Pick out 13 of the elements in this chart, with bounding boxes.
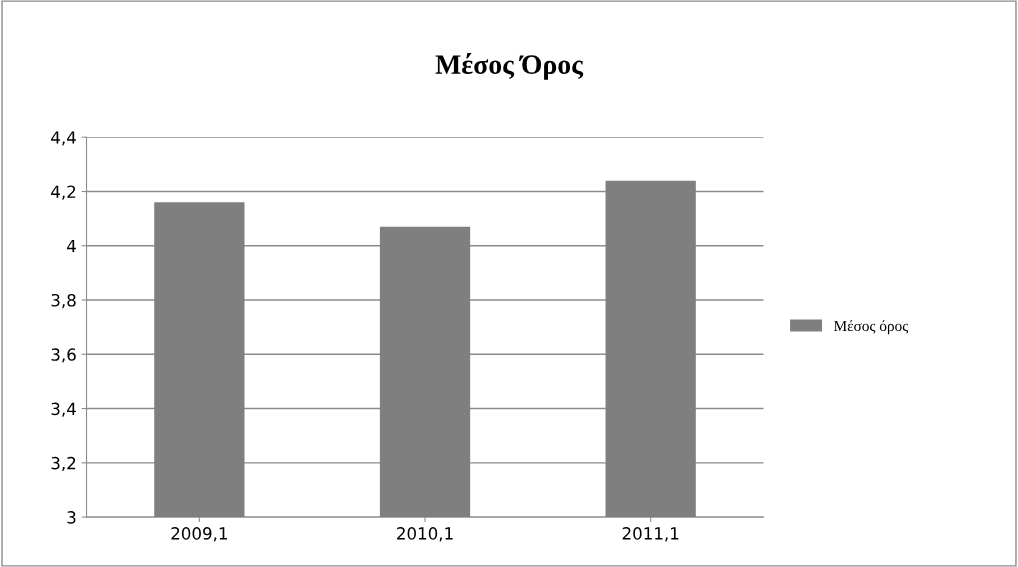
chart-title: Μέσος Όρος xyxy=(435,53,584,80)
y-tick-label: 4,2 xyxy=(51,185,76,200)
y-tick-label: 3,6 xyxy=(51,348,76,363)
legend-label: Μέσος όρος xyxy=(834,320,909,335)
x-tick-label: 2009,1 xyxy=(171,527,227,542)
y-tick-label: 3,4 xyxy=(51,402,76,417)
x-tick-label: 2010,1 xyxy=(397,527,453,542)
y-tick-label: 3,8 xyxy=(51,293,76,309)
x-tick-label: 2011,1 xyxy=(622,527,679,542)
y-tick-label: 3,2 xyxy=(51,456,76,472)
y-tick-label: 4 xyxy=(67,239,76,253)
y-tick-label: 4,4 xyxy=(51,131,76,146)
y-tick-label: 3 xyxy=(67,511,76,524)
